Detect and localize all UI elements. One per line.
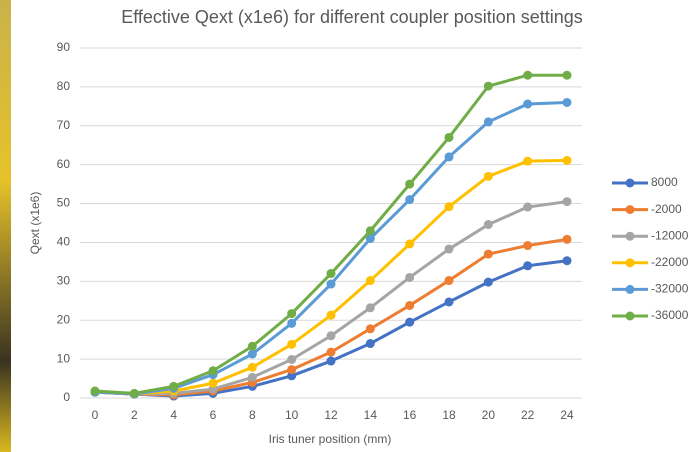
data-point [248, 350, 257, 359]
legend-label: -36000 [651, 308, 689, 322]
x-tick-label: 6 [210, 408, 217, 422]
data-point [327, 357, 336, 366]
data-point [366, 339, 375, 348]
data-point [563, 256, 572, 265]
data-point [523, 100, 532, 109]
data-point [563, 98, 572, 107]
data-point [563, 197, 572, 206]
data-point [563, 156, 572, 165]
legend-label: -12000 [651, 228, 689, 242]
data-point [366, 226, 375, 235]
data-point [287, 340, 296, 349]
y-tick-label: 80 [57, 79, 71, 93]
data-point [445, 245, 454, 254]
data-point [248, 373, 257, 382]
data-point [130, 389, 139, 398]
legend-marker [626, 258, 635, 267]
y-tick-label: 60 [57, 157, 71, 171]
x-tick-label: 20 [482, 408, 496, 422]
data-point [405, 273, 414, 282]
legend-marker [626, 312, 635, 321]
data-point [287, 355, 296, 364]
x-tick-label: 4 [170, 408, 177, 422]
data-point [327, 311, 336, 320]
data-point [209, 379, 218, 388]
y-tick-label: 0 [63, 390, 70, 404]
legend-marker [626, 205, 635, 214]
data-point [523, 71, 532, 80]
data-point [366, 324, 375, 333]
data-point [91, 387, 100, 396]
data-point [405, 318, 414, 327]
background-strip [0, 0, 11, 452]
data-point [209, 366, 218, 375]
x-axis-label: Iris tuner position (mm) [269, 432, 392, 446]
x-tick-label: 2 [131, 408, 138, 422]
y-tick-label: 10 [57, 351, 71, 365]
x-tick-label: 18 [442, 408, 456, 422]
x-tick-label: 8 [249, 408, 256, 422]
data-point [484, 250, 493, 259]
x-tick-label: 12 [324, 408, 338, 422]
data-point [287, 309, 296, 318]
chart-title: Effective Qext (x1e6) for different coup… [121, 7, 583, 27]
y-tick-label: 40 [57, 235, 71, 249]
legend-marker [626, 179, 635, 188]
data-point [445, 202, 454, 211]
data-point [445, 297, 454, 306]
legend-label: -32000 [651, 282, 689, 296]
series-line [95, 75, 567, 393]
y-tick-label: 70 [57, 118, 71, 132]
data-point [405, 195, 414, 204]
y-tick-label: 50 [57, 196, 71, 210]
x-tick-label: 24 [560, 408, 574, 422]
data-point [563, 71, 572, 80]
data-point [484, 82, 493, 91]
data-point [366, 303, 375, 312]
data-point [484, 117, 493, 126]
data-point [445, 152, 454, 161]
data-point [248, 342, 257, 351]
data-point [327, 269, 336, 278]
y-tick-label: 30 [57, 274, 71, 288]
data-point [169, 382, 178, 391]
y-tick-label: 90 [57, 40, 71, 54]
data-point [366, 276, 375, 285]
data-point [405, 180, 414, 189]
legend-label: -2000 [651, 202, 682, 216]
data-point [523, 157, 532, 166]
data-point [248, 363, 257, 372]
legend-label: -22000 [651, 255, 689, 269]
data-point [327, 331, 336, 340]
data-point [484, 278, 493, 287]
data-point [287, 319, 296, 328]
data-point [563, 235, 572, 244]
data-point [287, 365, 296, 374]
data-point [484, 220, 493, 229]
data-point [445, 276, 454, 285]
data-point [445, 133, 454, 142]
legend-marker [626, 285, 635, 294]
y-axis-label: Qext (x1e6) [28, 192, 42, 255]
data-point [327, 348, 336, 357]
data-point [523, 241, 532, 250]
x-tick-label: 16 [403, 408, 417, 422]
x-tick-label: 14 [364, 408, 378, 422]
chart: Effective Qext (x1e6) for different coup… [0, 0, 689, 452]
x-tick-label: 10 [285, 408, 299, 422]
data-point [523, 261, 532, 270]
data-point [405, 301, 414, 310]
data-point [327, 280, 336, 289]
y-tick-label: 20 [57, 312, 71, 326]
legend-label: 8000 [651, 175, 678, 189]
x-tick-label: 0 [92, 408, 99, 422]
x-tick-label: 22 [521, 408, 535, 422]
legend-marker [626, 232, 635, 241]
data-point [405, 240, 414, 249]
data-point [484, 172, 493, 181]
data-point [523, 203, 532, 212]
